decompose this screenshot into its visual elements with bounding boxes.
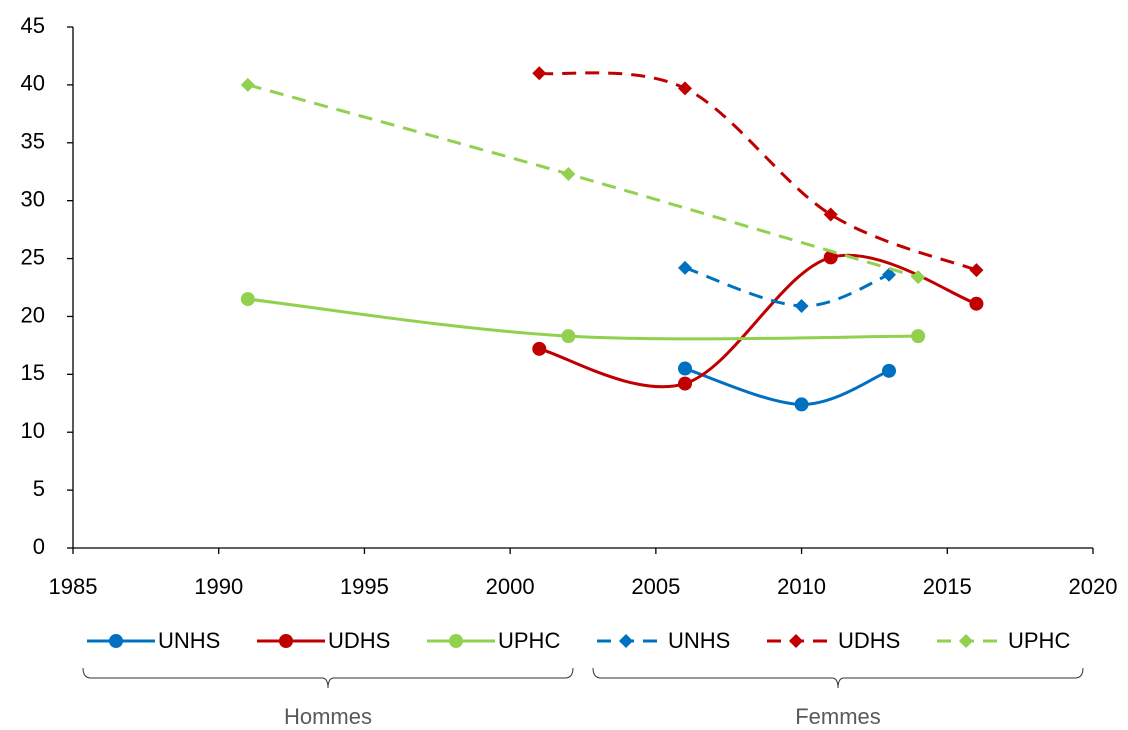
data-point — [678, 376, 692, 391]
series-line — [247, 83, 919, 279]
legend-bracket — [592, 667, 1084, 689]
y-tick-label: 15 — [21, 360, 45, 385]
x-tick-label: 2005 — [631, 574, 680, 599]
data-point — [823, 207, 838, 222]
data-point — [882, 363, 896, 378]
legend-marker — [449, 634, 463, 648]
data-point — [882, 267, 896, 282]
legend-label: UNHS — [668, 628, 730, 653]
x-tick-label: 2010 — [777, 574, 826, 599]
data-point — [532, 66, 547, 81]
data-point — [678, 361, 692, 376]
data-point — [911, 270, 926, 285]
series-line — [538, 253, 977, 389]
data-point — [240, 77, 255, 92]
legend-marker — [959, 634, 973, 648]
legend-label: UDHS — [328, 628, 390, 653]
x-tick-label: 2020 — [1069, 574, 1118, 599]
y-tick-label: 10 — [21, 418, 45, 443]
data-point — [794, 299, 809, 314]
x-tick-label: 2000 — [486, 574, 535, 599]
data-point — [969, 296, 984, 311]
legend-label: UPHC — [498, 628, 560, 653]
x-tick-label: 2015 — [923, 574, 972, 599]
y-tick-label: 45 — [21, 13, 45, 38]
data-point — [678, 260, 692, 275]
data-point — [561, 167, 576, 182]
legend-marker — [109, 634, 123, 648]
data-point — [969, 263, 984, 278]
legend-marker — [279, 634, 293, 648]
data-point — [911, 329, 926, 344]
x-tick-label: 1990 — [194, 574, 243, 599]
series-line — [539, 71, 977, 272]
x-tick-label: 1995 — [340, 574, 389, 599]
y-tick-label: 35 — [21, 129, 45, 154]
data-point — [678, 81, 692, 96]
y-tick-label: 40 — [21, 71, 45, 96]
legend-marker — [619, 634, 633, 648]
data-point — [561, 329, 576, 344]
legend-group-label: Hommes — [284, 704, 372, 729]
series-line — [684, 367, 890, 406]
legend-label: UDHS — [838, 628, 900, 653]
data-point — [823, 250, 838, 265]
y-tick-label: 20 — [21, 302, 45, 327]
y-tick-label: 5 — [33, 476, 45, 501]
legend-bracket — [82, 667, 574, 689]
legend-marker — [789, 634, 803, 648]
data-point — [532, 341, 547, 356]
y-tick-label: 30 — [21, 186, 45, 211]
legend-label: UPHC — [1008, 628, 1070, 653]
y-tick-label: 0 — [33, 534, 45, 559]
y-tick-label: 25 — [21, 244, 45, 269]
data-point — [240, 292, 255, 307]
legend-group-label: Femmes — [795, 704, 881, 729]
data-point — [794, 397, 809, 412]
legend-label: UNHS — [158, 628, 220, 653]
x-tick-label: 1985 — [49, 574, 98, 599]
